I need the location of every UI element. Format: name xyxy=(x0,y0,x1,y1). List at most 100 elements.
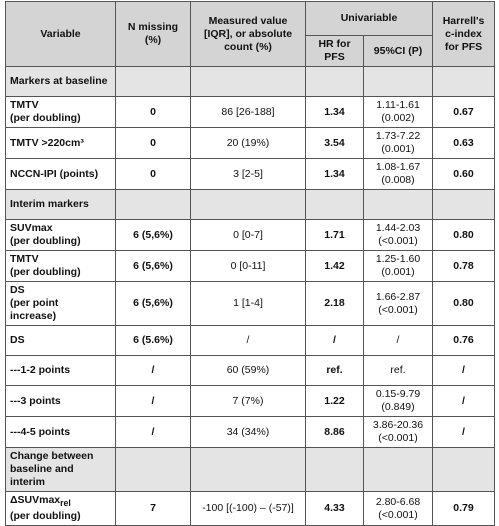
table-cell: 8.86 xyxy=(305,416,364,448)
table-cell: 7 xyxy=(115,490,191,526)
empty-cell xyxy=(115,66,191,97)
table-cell: / xyxy=(115,355,191,386)
table-cell: 2.18 xyxy=(305,281,364,326)
table-cell: -100 [(-100) – (-57)] xyxy=(190,490,306,526)
table-cell: 1.42 xyxy=(305,250,364,282)
empty-cell xyxy=(115,447,191,492)
table-cell: / xyxy=(115,385,191,417)
empty-cell xyxy=(305,66,364,97)
empty-cell xyxy=(432,66,496,97)
header-cell: N missing (%) xyxy=(115,1,191,67)
table-cell: 0.60 xyxy=(432,158,496,190)
table-row: DS (per point increase) 6 (5,6%) 1 [1-4] 2.… xyxy=(5,281,496,326)
empty-cell xyxy=(305,447,364,492)
empty-cell xyxy=(190,447,306,492)
table-cell: DS (per point increase) xyxy=(5,281,116,326)
table-row: Interim markers xyxy=(5,189,496,220)
table-cell: 0.80 xyxy=(432,281,496,326)
empty-cell xyxy=(190,66,306,97)
table-cell: 1.22 xyxy=(305,385,364,417)
table-cell: 3.86-20.36 (<0.001) xyxy=(362,416,434,448)
header-cell: Harrell's c-index for PFS xyxy=(432,1,496,67)
table-cell: 1.11-1.61 (0.002) xyxy=(362,96,434,128)
table-cell: ref. xyxy=(362,355,434,386)
section-label: Interim markers xyxy=(5,189,116,220)
empty-cell xyxy=(362,189,434,220)
table-cell: 3 [2-5] xyxy=(190,158,306,190)
table-cell: 86 [26-188] xyxy=(190,96,306,128)
table-cell: 4.33 xyxy=(305,490,364,526)
table-cell: ---3 points xyxy=(5,385,116,417)
table-row: TMTV (per doubling) 6 (5,6%) 0 [0-11] 1.42 1… xyxy=(5,250,496,282)
table-cell: NCCN-IPI (points) xyxy=(5,158,116,190)
table-cell: 6 (5,6%) xyxy=(115,219,191,251)
table-cell: ---1-2 points xyxy=(5,355,116,386)
table-body: Markers at baseline TMTV (per doubling) 0 8… xyxy=(5,66,496,526)
table-cell: TMTV >220cm³ xyxy=(5,127,116,159)
table-cell: 0.67 xyxy=(432,96,496,128)
table-cell: 0.76 xyxy=(432,325,496,356)
table-row: DS 6 (5.6%) / //0.76 xyxy=(5,325,496,356)
table-cell: / xyxy=(305,325,364,356)
table-cell: / xyxy=(362,325,434,356)
table-cell: 0 xyxy=(115,127,191,159)
table-cell: 6 (5.6%) xyxy=(115,325,191,356)
empty-cell xyxy=(432,189,496,220)
table-cell: ref. xyxy=(305,355,364,386)
table-cell: 2.80-6.68 (<0.001) xyxy=(362,490,434,526)
table-cell: TMTV (per doubling) xyxy=(5,250,116,282)
table-row: ---4-5 points/34 (34%) 8.86 3.86-20.36 (<0… xyxy=(5,416,496,448)
table-cell: DS xyxy=(5,325,116,356)
table-cell: / xyxy=(432,416,496,448)
table-cell: 60 (59%) xyxy=(190,355,306,386)
table-cell: 1.34 xyxy=(305,158,364,190)
table-row: ---1-2 points/60 (59%) ref. ref. / xyxy=(5,355,496,386)
section-label: Change between baseline and interim xyxy=(5,447,116,492)
empty-cell xyxy=(190,189,306,220)
table-cell: 20 (19%) xyxy=(190,127,306,159)
table-cell: ---4-5 points xyxy=(5,416,116,448)
table-row: TMTV >220cm³ 0 20 (19%) 3.54 1.73-7.22 (0.00… xyxy=(5,127,496,159)
table-cell: SUVmax (per doubling) xyxy=(5,219,116,251)
results-table: Variable N missing (%) Measured value [I… xyxy=(5,1,496,526)
empty-cell xyxy=(115,189,191,220)
table-cell: ΔSUVmaxrel (per doubling) xyxy=(5,490,116,526)
table-cell: 7 (7%) xyxy=(190,385,306,417)
table-cell: 6 (5,6%) xyxy=(115,281,191,326)
table-cell: 0.15-9.79 (0.849) xyxy=(362,385,434,417)
table-cell: 1.71 xyxy=(305,219,364,251)
table-cell: 1.73-7.22 (0.001) xyxy=(362,127,434,159)
cell-text: ΔSUVmax xyxy=(10,494,61,506)
empty-cell xyxy=(362,447,434,492)
empty-cell xyxy=(362,66,434,97)
header-cell: Variable xyxy=(5,1,116,67)
table-cell: 0.78 xyxy=(432,250,496,282)
table-cell: 1.66-2.87 (<0.001) xyxy=(362,281,434,326)
table-row: SUVmax (per doubling) 6 (5,6%) 0 [0-7] 1.71… xyxy=(5,219,496,251)
header-cell: Measured value [IQR], or absolute count … xyxy=(190,1,306,67)
header-cell: HR for PFS xyxy=(305,35,364,67)
table-cell: 1.08-1.67 (0.008) xyxy=(362,158,434,190)
table-row: TMTV (per doubling) 0 86 [26-188] 1.34 1.11-… xyxy=(5,96,496,128)
table-row: Change between baseline and interim xyxy=(5,447,496,492)
table-cell: 6 (5,6%) xyxy=(115,250,191,282)
table-cell: 0.79 xyxy=(432,490,496,526)
table-cell: 1 [1-4] xyxy=(190,281,306,326)
table-cell: / xyxy=(115,416,191,448)
table-cell: 0 [0-7] xyxy=(190,219,306,251)
table-row: Markers at baseline xyxy=(5,66,496,97)
table-cell: 34 (34%) xyxy=(190,416,306,448)
table-cell: / xyxy=(432,385,496,417)
table-cell: 0 [0-11] xyxy=(190,250,306,282)
table-cell: 0 xyxy=(115,158,191,190)
cell-text: (per doubling) xyxy=(10,510,81,523)
table-row: ΔSUVmaxrel (per doubling) 7 -100 [(-100) – … xyxy=(5,490,496,526)
table-cell: 1.44-2.03 (<0.001) xyxy=(362,219,434,251)
table-cell: TMTV (per doubling) xyxy=(5,96,116,128)
table-cell: / xyxy=(432,355,496,386)
table-cell: 3.54 xyxy=(305,127,364,159)
empty-cell xyxy=(432,447,496,492)
page: Variable N missing (%) Measured value [I… xyxy=(5,1,496,526)
table-cell: 1.25-1.60 (0.001) xyxy=(362,250,434,282)
table-cell: 1.34 xyxy=(305,96,364,128)
